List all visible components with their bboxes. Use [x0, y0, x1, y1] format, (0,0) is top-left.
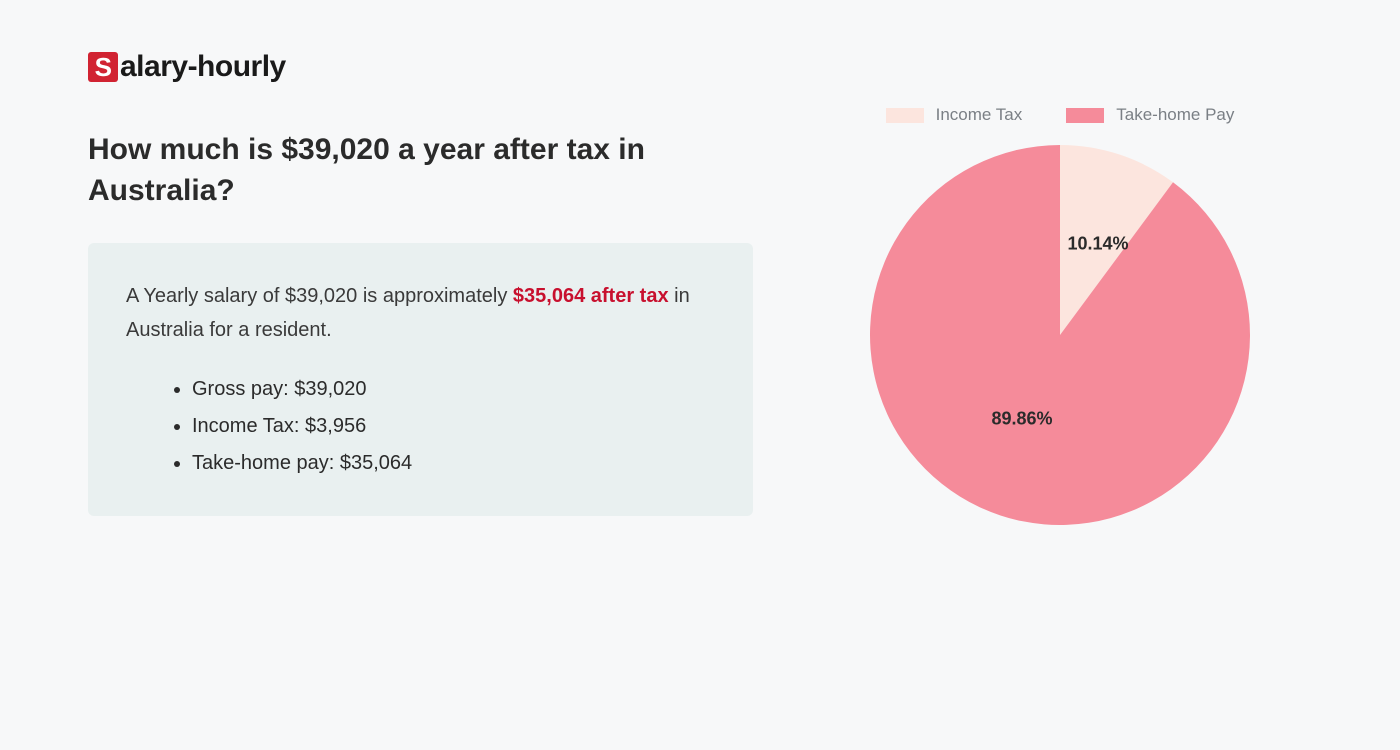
legend-swatch	[1066, 108, 1104, 123]
summary-sentence: A Yearly salary of $39,020 is approximat…	[126, 279, 715, 347]
legend-label: Take-home Pay	[1116, 105, 1234, 125]
logo-badge: S	[88, 52, 118, 82]
legend-item-income-tax: Income Tax	[886, 105, 1023, 125]
summary-highlight: $35,064 after tax	[513, 285, 669, 307]
legend-item-take-home: Take-home Pay	[1066, 105, 1234, 125]
slice-label-take-home: 89.86%	[991, 408, 1052, 429]
pie-chart-region: Income Tax Take-home Pay 10.14% 89.86%	[850, 105, 1270, 525]
pie-chart: 10.14% 89.86%	[870, 145, 1250, 525]
list-item: Income Tax: $3,956	[192, 408, 715, 445]
main-content: How much is $39,020 a year after tax in …	[88, 130, 753, 516]
list-item: Take-home pay: $35,064	[192, 445, 715, 482]
summary-pre: A Yearly salary of $39,020 is approximat…	[126, 285, 513, 307]
page-headline: How much is $39,020 a year after tax in …	[88, 130, 753, 211]
summary-list: Gross pay: $39,020 Income Tax: $3,956 Ta…	[126, 371, 715, 482]
legend-label: Income Tax	[936, 105, 1023, 125]
list-item: Gross pay: $39,020	[192, 371, 715, 408]
chart-legend: Income Tax Take-home Pay	[850, 105, 1270, 125]
summary-panel: A Yearly salary of $39,020 is approximat…	[88, 243, 753, 516]
slice-label-income-tax: 10.14%	[1067, 233, 1128, 254]
logo-text: alary-hourly	[120, 50, 286, 84]
legend-swatch	[886, 108, 924, 123]
site-logo: Salary-hourly	[88, 50, 286, 84]
pie-svg	[870, 145, 1250, 525]
